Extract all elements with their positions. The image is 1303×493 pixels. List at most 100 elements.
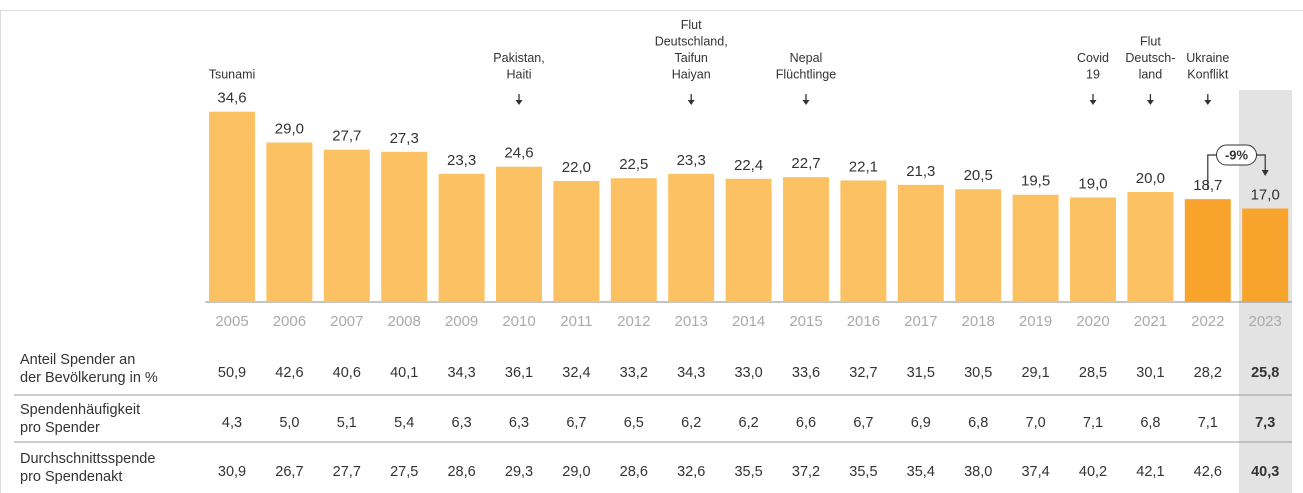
annotation: Tsunami: [209, 67, 256, 81]
table-value: 38,0: [964, 464, 992, 480]
annotation: Nepal: [790, 51, 823, 65]
bar: [438, 173, 485, 302]
annotation: Konflikt: [1187, 67, 1229, 81]
arrow-head: [802, 100, 810, 105]
table-value: 5,1: [337, 415, 357, 431]
table-value: 7,3: [1255, 415, 1275, 431]
value-label: 22,0: [562, 159, 591, 176]
table-value: 27,5: [390, 464, 418, 480]
table-value: 34,3: [677, 365, 705, 381]
bar: [266, 142, 313, 302]
arrow-head: [1261, 170, 1269, 176]
table-value: 6,7: [566, 415, 586, 431]
table-value: 42,6: [275, 365, 303, 381]
table-value: 42,6: [1194, 464, 1222, 480]
x-tick-label: 2016: [847, 313, 880, 330]
table-value: 28,2: [1194, 365, 1222, 381]
x-tick-label: 2015: [789, 313, 822, 330]
table-value: 29,1: [1021, 365, 1049, 381]
table-value: 26,7: [275, 464, 303, 480]
table-value: 33,0: [734, 365, 762, 381]
table-value: 35,4: [907, 464, 935, 480]
bar: [955, 189, 1002, 302]
value-label: 20,5: [964, 167, 993, 184]
bar: [897, 184, 944, 302]
annotation: Flüchtlinge: [776, 67, 836, 81]
x-tick-label: 2020: [1076, 313, 1109, 330]
change-label: -9%: [1225, 147, 1249, 162]
value-label: 19,0: [1078, 175, 1107, 192]
table-value: 31,5: [907, 365, 935, 381]
bar: [496, 166, 542, 302]
table-value: 6,3: [452, 415, 472, 431]
value-label: 34,6: [217, 90, 246, 107]
row-label: pro Spendenakt: [20, 469, 122, 485]
x-tick-label: 2010: [502, 313, 535, 330]
row-label: Anteil Spender an: [20, 352, 135, 368]
annotation: Covid: [1077, 51, 1109, 65]
x-tick-label: 2007: [330, 313, 363, 330]
table-value: 25,8: [1251, 365, 1279, 381]
value-label: 22,7: [791, 155, 820, 172]
row-label: Spendenhäufigkeit: [20, 402, 140, 418]
row-label: der Bevölkerung in %: [20, 370, 158, 386]
change-box: [1216, 144, 1257, 166]
table-value: 6,2: [739, 415, 759, 431]
table-value: 6,2: [681, 415, 701, 431]
bar: [323, 149, 370, 302]
x-tick-label: 2018: [962, 313, 995, 330]
annotation: Deutsch-: [1125, 51, 1175, 65]
bar: [381, 151, 428, 302]
annotation: 19: [1086, 67, 1100, 81]
table-value: 6,7: [853, 415, 873, 431]
row-label: pro Spender: [20, 420, 100, 436]
x-tick-label: 2022: [1191, 313, 1224, 330]
bar: [1127, 192, 1174, 302]
bar: [725, 178, 772, 302]
value-label: 29,0: [275, 120, 304, 137]
bar: [553, 181, 600, 302]
table-value: 40,1: [390, 365, 418, 381]
x-tick-label: 2017: [904, 313, 937, 330]
x-tick-label: 2008: [388, 313, 421, 330]
table-value: 37,4: [1021, 464, 1049, 480]
table-value: 32,4: [562, 365, 590, 381]
value-label: 27,3: [390, 130, 419, 147]
value-label: 24,6: [504, 145, 533, 162]
value-label: 22,1: [849, 158, 878, 175]
table-value: 6,8: [968, 415, 988, 431]
table-value: 5,0: [279, 415, 299, 431]
frame: [0, 10, 1303, 493]
arrow-head: [687, 100, 695, 105]
table-value: 35,5: [734, 464, 762, 480]
x-tick-label: 2009: [445, 313, 478, 330]
table-value: 34,3: [447, 365, 475, 381]
table-value: 7,1: [1198, 415, 1218, 431]
x-tick-label: 2013: [675, 313, 708, 330]
table-value: 7,1: [1083, 415, 1103, 431]
table-value: 6,8: [1140, 415, 1160, 431]
table-value: 40,6: [333, 365, 361, 381]
annotation: Haiyan: [672, 67, 711, 81]
x-tick-label: 2011: [560, 313, 592, 330]
annotation: Taifun: [675, 51, 708, 65]
bar: [1242, 208, 1289, 302]
table-value: 35,5: [849, 464, 877, 480]
table-value: 4,3: [222, 415, 242, 431]
annotation: Ukraine: [1186, 51, 1229, 65]
row-label: Durchschnittsspende: [20, 451, 155, 467]
annotation: Flut: [681, 18, 702, 32]
table-value: 30,9: [218, 464, 246, 480]
value-label: 17,0: [1251, 186, 1280, 203]
bar: [1070, 197, 1116, 302]
x-tick-label: 2019: [1019, 313, 1052, 330]
bar: [1012, 194, 1059, 302]
arrow-head: [1089, 100, 1097, 105]
bar: [610, 178, 657, 302]
value-label: 22,4: [734, 157, 763, 174]
table-value: 6,6: [796, 415, 816, 431]
table-value: 32,6: [677, 464, 705, 480]
bar: [840, 180, 887, 302]
x-tick-label: 2005: [215, 313, 248, 330]
x-tick-label: 2023: [1249, 313, 1282, 330]
